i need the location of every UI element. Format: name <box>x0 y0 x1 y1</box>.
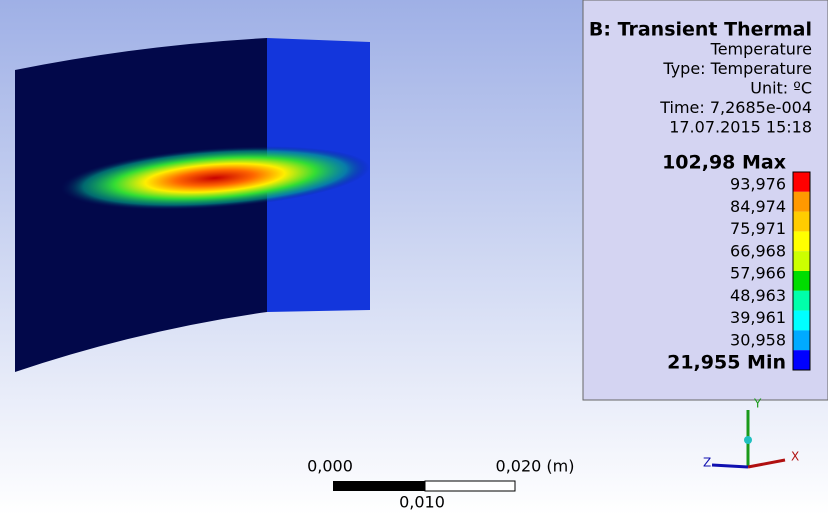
legend-label: 102,98 Max <box>662 152 786 174</box>
legend-label: 39,961 <box>730 308 786 327</box>
legend-label: 75,971 <box>730 219 786 238</box>
legend-label: 57,966 <box>730 264 786 283</box>
triad-y: Y <box>753 397 762 411</box>
legend-swatch <box>793 212 810 232</box>
legend-swatch <box>793 251 810 271</box>
legend-label: 21,955 Min <box>667 352 786 374</box>
legend-label: 93,976 <box>730 175 786 194</box>
legend-title: B: Transient Thermal <box>589 19 812 41</box>
triad-z: Z <box>703 456 711 470</box>
scale-bar-black <box>333 481 425 491</box>
scale-left: 0,000 <box>307 457 353 476</box>
scale-bar-white <box>425 481 515 491</box>
legend-swatch <box>793 172 810 192</box>
legend-swatch <box>793 350 810 370</box>
legend-swatch <box>793 231 810 251</box>
legend-line: 17.07.2015 15:18 <box>669 118 812 137</box>
legend-swatch <box>793 311 810 331</box>
legend-swatch <box>793 271 810 291</box>
triad-x: X <box>791 450 799 464</box>
legend-label: 66,968 <box>730 241 786 260</box>
legend-line: Type: Temperature <box>662 59 812 78</box>
scale-right: 0,020 (m) <box>496 457 575 476</box>
legend-swatch <box>793 291 810 311</box>
legend-line: Time: 7,2685e-004 <box>659 98 812 117</box>
scale-middle: 0,010 <box>399 493 445 512</box>
legend-swatch <box>793 192 810 212</box>
legend-label: 48,963 <box>730 286 786 305</box>
legend-label: 30,958 <box>730 330 786 349</box>
legend-swatch <box>793 330 810 350</box>
legend-line: Temperature <box>710 40 812 59</box>
legend-label: 84,974 <box>730 197 786 216</box>
viewport: B: Transient Thermal TemperatureType: Te… <box>0 0 828 515</box>
legend-line: Unit: ºC <box>750 79 812 98</box>
